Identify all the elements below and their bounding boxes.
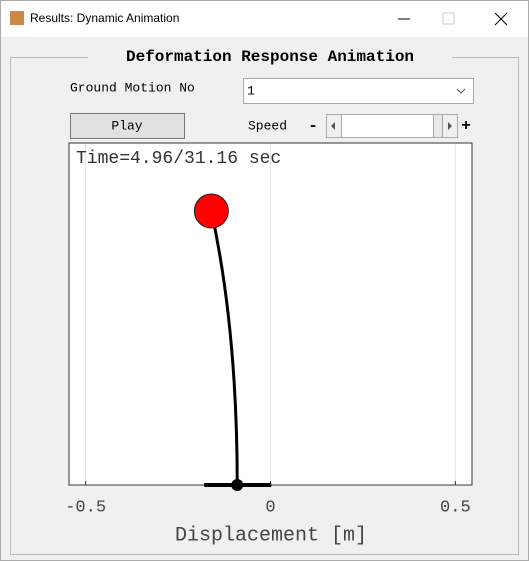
column bbox=[209, 210, 239, 486]
ground-motion-label: Ground Motion No bbox=[70, 80, 195, 95]
maximize-button[interactable] bbox=[442, 12, 455, 25]
x-tick-label: 0.5 bbox=[440, 498, 471, 517]
right-arrow bbox=[448, 122, 452, 130]
left-arrow bbox=[331, 122, 335, 130]
mass bbox=[193, 193, 229, 229]
title-bar bbox=[1, 1, 528, 37]
dropdown-chevron bbox=[456, 88, 466, 94]
base-node bbox=[231, 479, 244, 491]
panel-title: Deformation Response Animation bbox=[126, 48, 414, 66]
play-label: Play bbox=[111, 118, 142, 133]
time-annotation: Time=4.96/31.16 sec bbox=[76, 149, 281, 169]
x-axis-label: Displacement [m] bbox=[175, 524, 367, 547]
ground-motion-value: 1 bbox=[247, 83, 255, 98]
speed-minus[interactable]: - bbox=[308, 117, 318, 135]
slider-thumb[interactable] bbox=[433, 114, 443, 138]
x-tick-label: 0 bbox=[265, 498, 275, 517]
ground-motion-dropdown[interactable] bbox=[243, 78, 474, 104]
speed-plus[interactable]: + bbox=[461, 117, 471, 135]
x-tick-label: -0.5 bbox=[65, 498, 106, 517]
app-icon bbox=[10, 11, 24, 25]
play-button[interactable] bbox=[70, 113, 185, 139]
speed-label: Speed bbox=[248, 118, 287, 133]
close-button[interactable] bbox=[494, 12, 508, 26]
window-title: Results: Dynamic Animation bbox=[30, 11, 179, 25]
panel-title-bg bbox=[88, 49, 452, 65]
